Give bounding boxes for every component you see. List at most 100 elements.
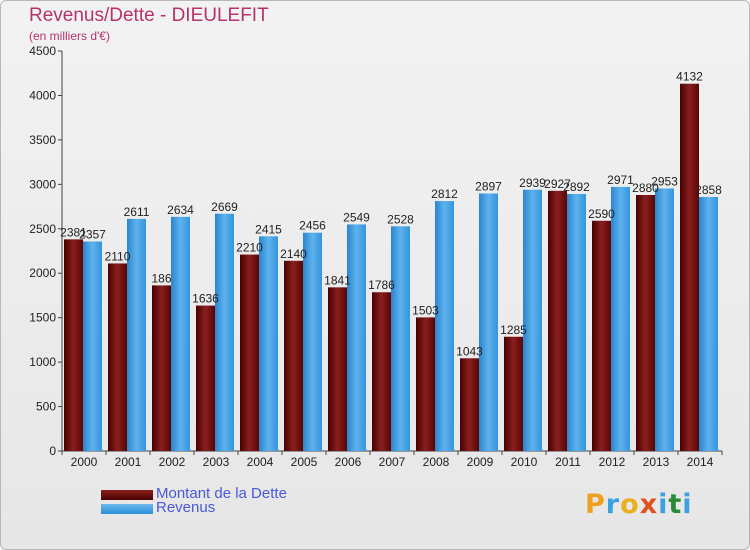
bar-revenus xyxy=(699,196,718,451)
y-tick-label: 3000 xyxy=(29,177,56,191)
bar-dette xyxy=(108,263,127,451)
y-tick-label: 4500 xyxy=(29,44,56,58)
data-label: 1841 xyxy=(324,273,351,287)
legend-swatch-debt xyxy=(101,490,153,500)
bar-revenus xyxy=(479,193,498,451)
data-label: 1786 xyxy=(368,278,395,292)
data-label: 2971 xyxy=(607,173,634,187)
bar-dette xyxy=(64,239,83,451)
data-label: 2669 xyxy=(211,200,238,214)
bar-dette xyxy=(548,190,567,452)
x-tick-label: 2003 xyxy=(203,455,230,469)
bar-revenus xyxy=(259,236,278,451)
data-label: 2812 xyxy=(431,187,458,201)
y-tick-label: 500 xyxy=(36,400,56,414)
data-label: 2381 xyxy=(60,225,87,239)
x-tick-label: 2010 xyxy=(511,455,538,469)
data-label: 1285 xyxy=(500,323,527,337)
data-label: 2927 xyxy=(544,177,571,191)
legend-swatch-revenus xyxy=(101,504,153,514)
legend-label-revenus: Revenus xyxy=(156,499,216,516)
bar-revenus xyxy=(171,216,190,451)
y-tick-label: 0 xyxy=(49,444,56,458)
data-label: 2858 xyxy=(695,183,722,197)
data-label: 2210 xyxy=(236,241,263,255)
logo-letter: t xyxy=(668,489,683,520)
y-tick-label: 2000 xyxy=(29,266,56,280)
x-tick-label: 2011 xyxy=(555,455,581,469)
logo-letter: r xyxy=(605,489,621,520)
logo-letter: i xyxy=(682,489,693,520)
bar-revenus xyxy=(611,186,630,451)
data-label: 2590 xyxy=(588,207,615,221)
bar-dette xyxy=(152,285,171,451)
bar-dette xyxy=(372,292,391,451)
bar-revenus xyxy=(83,241,102,451)
chart-title: Revenus/Dette - DIEULEFIT xyxy=(29,5,269,26)
x-tick-label: 2004 xyxy=(247,455,274,469)
bar-revenus xyxy=(347,224,366,451)
bar-revenus xyxy=(215,213,234,451)
y-tick-label: 1500 xyxy=(29,311,56,325)
proxiti-logo: Proxiti xyxy=(585,489,693,520)
x-tick-label: 2001 xyxy=(115,455,142,469)
x-tick-label: 2014 xyxy=(687,455,714,469)
bar-dette xyxy=(416,317,435,451)
logo-letter: x xyxy=(639,489,659,520)
logo-letter: o xyxy=(620,489,640,520)
bar-revenus xyxy=(391,226,410,451)
data-label: 2415 xyxy=(255,222,282,236)
data-label: 1043 xyxy=(456,344,483,358)
x-tick-label: 2006 xyxy=(335,455,362,469)
bar-revenus xyxy=(303,232,322,451)
data-label: 2456 xyxy=(299,219,326,233)
data-label: 2549 xyxy=(343,210,370,224)
data-label: 2528 xyxy=(387,212,414,226)
x-tick-label: 2009 xyxy=(467,455,494,469)
data-label: 2880 xyxy=(632,181,659,195)
bar-dette xyxy=(592,220,611,451)
data-label: 2892 xyxy=(563,180,590,194)
bar-revenus xyxy=(523,189,542,451)
data-label: 186 xyxy=(151,271,171,285)
bar-dette xyxy=(284,260,303,451)
x-tick-label: 2002 xyxy=(159,455,186,469)
data-label: 4132 xyxy=(676,70,703,84)
data-label: 1503 xyxy=(412,303,439,317)
bar-revenus xyxy=(567,193,586,451)
bar-dette xyxy=(196,305,215,451)
data-label: 2953 xyxy=(651,175,678,189)
x-tick-label: 2005 xyxy=(291,455,318,469)
data-label: 1636 xyxy=(192,292,219,306)
x-tick-label: 2000 xyxy=(71,455,98,469)
y-tick-label: 4000 xyxy=(29,88,56,102)
logo-letter: i xyxy=(658,489,669,520)
data-label: 2357 xyxy=(79,227,106,241)
data-label: 2110 xyxy=(105,249,131,263)
y-tick-label: 2500 xyxy=(29,222,56,236)
data-label: 2897 xyxy=(475,179,502,193)
x-tick-label: 2008 xyxy=(423,455,450,469)
data-label: 2140 xyxy=(280,247,307,261)
x-tick-label: 2007 xyxy=(379,455,406,469)
bar-revenus xyxy=(127,218,146,451)
logo-letter: P xyxy=(585,489,606,520)
bar-dette xyxy=(460,358,479,451)
bar-dette xyxy=(328,287,347,451)
y-tick-label: 3500 xyxy=(29,133,56,147)
y-tick-label: 1000 xyxy=(29,355,56,369)
chart-subtitle: (en milliers d'€) xyxy=(29,29,110,43)
data-label: 2634 xyxy=(167,203,194,217)
bar-dette xyxy=(680,83,699,451)
data-label: 2611 xyxy=(124,205,150,219)
bar-dette xyxy=(504,336,523,451)
data-label: 2939 xyxy=(519,176,546,190)
bar-dette xyxy=(240,254,259,451)
x-tick-label: 2013 xyxy=(643,455,670,469)
x-tick-label: 2012 xyxy=(599,455,626,469)
bar-revenus xyxy=(435,201,454,451)
bar-dette xyxy=(636,195,655,451)
bar-revenus xyxy=(655,188,674,451)
